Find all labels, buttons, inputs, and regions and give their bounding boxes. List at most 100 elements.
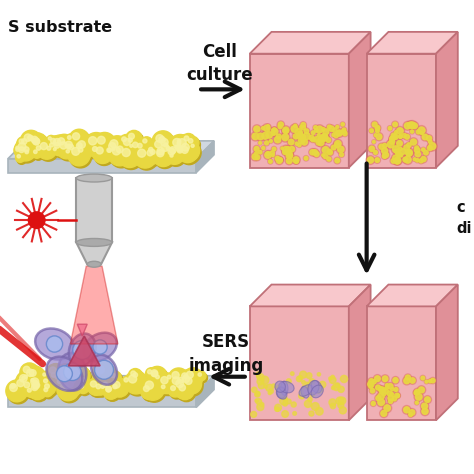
Circle shape	[283, 401, 288, 406]
Circle shape	[304, 129, 309, 134]
Circle shape	[409, 138, 418, 146]
Circle shape	[387, 394, 395, 402]
Circle shape	[122, 148, 130, 156]
Circle shape	[142, 139, 154, 151]
Circle shape	[283, 146, 290, 153]
Circle shape	[382, 392, 386, 396]
Circle shape	[125, 371, 147, 394]
Circle shape	[113, 384, 117, 389]
Circle shape	[266, 384, 273, 392]
Circle shape	[391, 136, 395, 141]
Ellipse shape	[76, 174, 112, 182]
Circle shape	[76, 139, 97, 160]
Circle shape	[310, 137, 316, 143]
Circle shape	[284, 148, 293, 157]
Polygon shape	[367, 284, 458, 306]
Circle shape	[56, 379, 70, 392]
Circle shape	[176, 380, 183, 388]
Circle shape	[271, 128, 278, 135]
Circle shape	[384, 405, 391, 411]
Circle shape	[157, 136, 175, 154]
Circle shape	[78, 382, 89, 393]
Circle shape	[404, 145, 410, 150]
Circle shape	[178, 143, 198, 163]
Circle shape	[376, 134, 382, 139]
Circle shape	[322, 128, 330, 136]
Circle shape	[419, 387, 424, 393]
Circle shape	[33, 382, 40, 389]
Circle shape	[395, 393, 400, 398]
Polygon shape	[436, 284, 458, 420]
Circle shape	[177, 147, 183, 153]
Circle shape	[409, 122, 416, 128]
Circle shape	[171, 386, 175, 391]
Circle shape	[300, 135, 303, 138]
Circle shape	[53, 142, 69, 158]
Circle shape	[381, 153, 388, 159]
Circle shape	[28, 376, 51, 399]
Circle shape	[394, 149, 397, 152]
Circle shape	[182, 146, 188, 154]
Circle shape	[256, 374, 261, 378]
Circle shape	[188, 138, 193, 143]
Circle shape	[427, 136, 431, 141]
Circle shape	[16, 148, 26, 158]
Circle shape	[10, 384, 15, 388]
Circle shape	[278, 122, 283, 127]
Circle shape	[31, 383, 41, 394]
Circle shape	[89, 380, 106, 397]
Circle shape	[29, 135, 48, 154]
Circle shape	[25, 150, 35, 161]
Circle shape	[311, 402, 319, 410]
Circle shape	[330, 403, 336, 409]
Circle shape	[168, 148, 175, 155]
Circle shape	[375, 385, 381, 390]
Circle shape	[70, 367, 91, 389]
Circle shape	[179, 370, 196, 387]
Circle shape	[27, 388, 38, 399]
Circle shape	[54, 148, 62, 156]
Circle shape	[127, 132, 144, 149]
Circle shape	[281, 145, 291, 155]
Circle shape	[28, 368, 46, 387]
Circle shape	[379, 144, 384, 149]
Circle shape	[82, 378, 85, 382]
Circle shape	[304, 156, 308, 160]
Circle shape	[374, 124, 381, 131]
Polygon shape	[367, 32, 458, 54]
Circle shape	[305, 382, 309, 385]
Circle shape	[272, 128, 276, 132]
Circle shape	[183, 368, 203, 388]
Ellipse shape	[76, 238, 112, 246]
Circle shape	[68, 365, 90, 387]
Circle shape	[372, 380, 376, 384]
Circle shape	[424, 380, 428, 384]
Circle shape	[319, 137, 323, 141]
Circle shape	[383, 144, 387, 148]
Circle shape	[298, 132, 302, 137]
Circle shape	[332, 128, 337, 133]
Circle shape	[319, 133, 329, 143]
Circle shape	[385, 383, 389, 387]
Circle shape	[51, 373, 56, 377]
Circle shape	[417, 126, 427, 136]
Circle shape	[13, 376, 34, 396]
Circle shape	[186, 137, 199, 149]
Circle shape	[336, 130, 341, 136]
Circle shape	[408, 122, 413, 128]
Circle shape	[294, 127, 303, 137]
Circle shape	[323, 154, 328, 159]
Polygon shape	[8, 376, 214, 393]
Circle shape	[392, 376, 399, 384]
Circle shape	[103, 383, 119, 399]
Circle shape	[28, 381, 47, 400]
Circle shape	[111, 373, 115, 378]
Circle shape	[407, 143, 411, 147]
Circle shape	[409, 377, 416, 384]
Circle shape	[404, 374, 411, 381]
Circle shape	[23, 366, 30, 373]
Circle shape	[310, 130, 316, 136]
Circle shape	[318, 136, 324, 142]
Circle shape	[331, 386, 335, 390]
Circle shape	[141, 377, 164, 400]
